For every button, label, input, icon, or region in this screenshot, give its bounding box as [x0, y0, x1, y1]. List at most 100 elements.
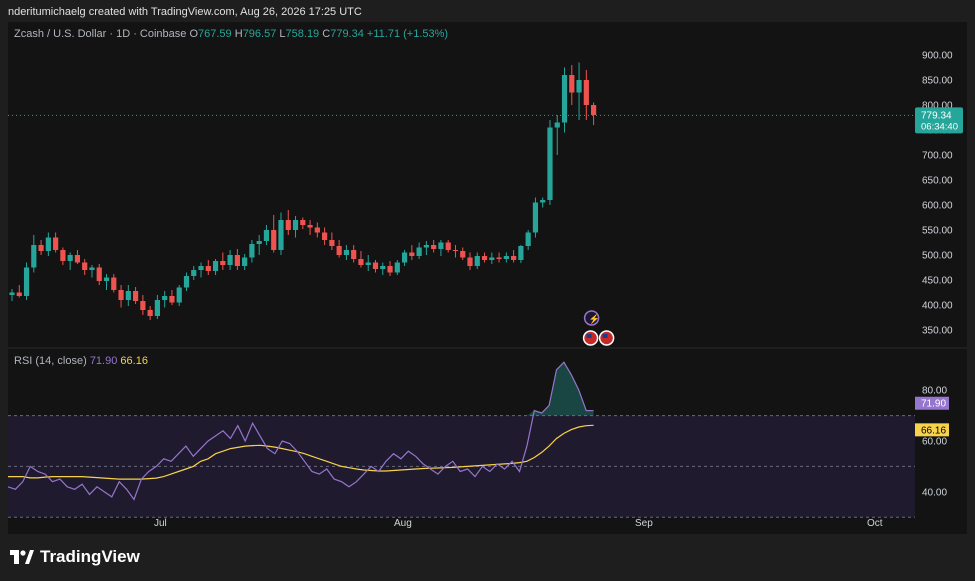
- candle-body: [351, 250, 357, 259]
- price-tick-label: 500.00: [922, 251, 953, 262]
- candle-body: [445, 242, 451, 250]
- candle-body: [103, 277, 110, 281]
- candle-body: [285, 220, 291, 230]
- price-tick-label: 450.00: [922, 276, 953, 287]
- high-value: 796.57: [242, 28, 277, 40]
- candle-body: [205, 266, 211, 271]
- rsi-line: [7, 361, 594, 501]
- rsi-label[interactable]: RSI (14, close): [14, 355, 87, 367]
- price-tick-label: 550.00: [922, 226, 953, 237]
- candle-body: [467, 257, 473, 266]
- candle-body: [474, 256, 480, 266]
- candle-body: [576, 80, 582, 93]
- candle-body: [60, 250, 66, 261]
- candle-body: [154, 300, 160, 316]
- candle-body: [220, 261, 226, 265]
- candle-body: [307, 225, 313, 228]
- rsi-tag-value: 71.90: [921, 399, 946, 410]
- candle-body: [45, 237, 51, 251]
- candle-body: [227, 255, 233, 265]
- price-tag-value: 779.34: [921, 110, 952, 121]
- x-tick-label: Oct: [867, 518, 883, 529]
- x-tick-label: Jul: [154, 518, 167, 529]
- candle-body: [561, 75, 568, 123]
- rsi-ma-tag-value: 66.16: [921, 425, 946, 436]
- candle-body: [452, 250, 459, 251]
- candle-body: [96, 267, 102, 281]
- candle-body: [89, 267, 95, 270]
- candle-body: [329, 240, 335, 246]
- candle-body: [591, 105, 597, 115]
- rsi-ma-tag-box: [915, 423, 949, 437]
- brand-name: TradingView: [40, 547, 140, 566]
- candle-body: [125, 291, 131, 300]
- rsi-tag-box: [915, 396, 949, 410]
- candle-body: [438, 242, 444, 249]
- x-tick-label: Sep: [635, 518, 653, 529]
- candle-body: [416, 247, 422, 256]
- candle-body: [271, 230, 277, 250]
- candle-body: [132, 291, 139, 301]
- candle-body: [162, 296, 168, 300]
- rsi-overbought-fill: [8, 362, 594, 416]
- candle-body: [38, 245, 44, 251]
- candle-body: [583, 80, 589, 105]
- candle-body: [118, 290, 124, 300]
- candle-body: [242, 257, 248, 266]
- candle-body: [292, 220, 299, 230]
- open-value: 767.59: [198, 28, 232, 40]
- candle-body: [380, 266, 386, 269]
- lightning-glyph: ⚡: [589, 313, 600, 325]
- candle-body: [547, 127, 553, 200]
- candle-body: [532, 202, 539, 233]
- candle-body: [249, 244, 255, 258]
- candle-body: [511, 256, 517, 260]
- candle-body: [489, 257, 495, 260]
- candle-body: [67, 255, 73, 261]
- attribution-text: nderitumichaelg created with TradingView…: [8, 6, 362, 18]
- candle-body: [394, 262, 400, 273]
- candle-body: [31, 245, 37, 268]
- x-tick-label: Aug: [394, 518, 412, 529]
- tradingview-brand[interactable]: TradingView: [10, 547, 140, 567]
- candle-body: [343, 250, 350, 255]
- candle-body: [263, 230, 270, 241]
- price-tick-label: 350.00: [922, 326, 953, 337]
- candle-body: [518, 246, 524, 260]
- candle-body: [569, 75, 575, 93]
- rsi-tick-label: 60.00: [922, 437, 947, 448]
- symbol-legend: Zcash / U.S. Dollar · 1D · Coinbase O767…: [14, 28, 449, 40]
- low-value: 758.19: [285, 28, 320, 40]
- candle-body: [336, 246, 342, 255]
- us-flag-canton: [602, 334, 608, 338]
- candle-body: [300, 220, 306, 225]
- candle-body: [387, 266, 393, 273]
- price-tick-label: 800.00: [922, 101, 953, 112]
- candle-body: [169, 296, 175, 303]
- symbol-label[interactable]: Zcash / U.S. Dollar · 1D · Coinbase: [14, 28, 187, 40]
- candle-body: [256, 241, 262, 244]
- candle-body: [82, 262, 88, 270]
- price-tick-label: 900.00: [922, 51, 953, 62]
- candle-body: [372, 262, 379, 269]
- close-value: 779.34: [330, 28, 364, 40]
- candle-body: [234, 255, 240, 266]
- candle-body: [401, 252, 408, 263]
- candle-body: [554, 122, 560, 128]
- candle-body: [140, 301, 146, 310]
- price-tick-label: 650.00: [922, 176, 953, 187]
- rsi-tick-label: 40.00: [922, 487, 947, 498]
- price-tag-countdown: 06:34:40: [921, 121, 958, 132]
- candle-body: [176, 287, 182, 303]
- price-tick-label: 600.00: [922, 201, 953, 212]
- candle-body: [540, 200, 546, 203]
- candle-body: [431, 245, 437, 249]
- candle-body: [503, 256, 509, 259]
- us-flag-canton: [586, 334, 592, 338]
- tradingview-logo-icon: [10, 550, 34, 564]
- candle-body: [183, 276, 190, 288]
- candle-body: [74, 255, 81, 263]
- price-tick-label: 850.00: [922, 76, 953, 87]
- candle-body: [358, 259, 364, 265]
